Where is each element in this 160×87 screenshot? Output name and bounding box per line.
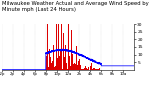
- Text: Milwaukee Weather Actual and Average Wind Speed by Minute mph (Last 24 Hours): Milwaukee Weather Actual and Average Win…: [2, 1, 148, 12]
